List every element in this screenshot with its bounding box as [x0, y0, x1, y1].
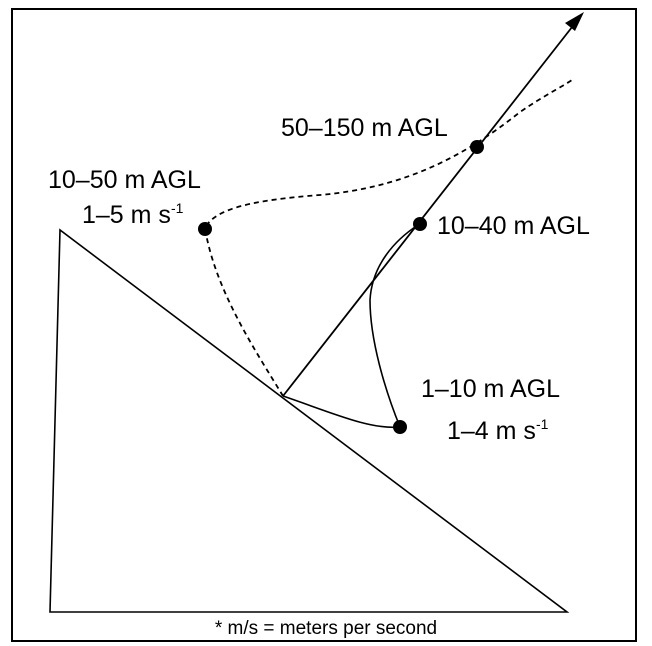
label-10-50m-speed: 1–5 m s-1 [82, 200, 184, 229]
point-10-40m [413, 217, 427, 231]
point-1-10m [393, 420, 407, 434]
label-10-50m-altitude: 10–50 m AGL [48, 166, 201, 194]
point-50-150m [470, 140, 484, 154]
main-trajectory-line [282, 21, 577, 397]
label-50-150m-altitude: 50–150 m AGL [281, 114, 448, 142]
diagram-frame [11, 8, 637, 642]
label-10-50m-speed-text: 1–5 m s [82, 201, 171, 229]
label-1-10m-speed: 1–4 m s-1 [447, 416, 549, 445]
label-10-50m-speed-exp: -1 [171, 200, 184, 216]
label-1-10m-speed-exp: -1 [536, 416, 549, 432]
point-10-50m [198, 222, 212, 236]
arrowhead-icon [565, 12, 584, 31]
caption: * m/s = meters per second [214, 618, 438, 639]
label-1-10m-speed-text: 1–4 m s [447, 417, 536, 445]
solid-flight-path [282, 224, 419, 429]
slope-triangle [49, 228, 570, 613]
label-1-10m-altitude: 1–10 m AGL [421, 375, 560, 403]
dashed-flight-path [204, 79, 573, 397]
label-10-40m-altitude: 10–40 m AGL [437, 212, 590, 240]
